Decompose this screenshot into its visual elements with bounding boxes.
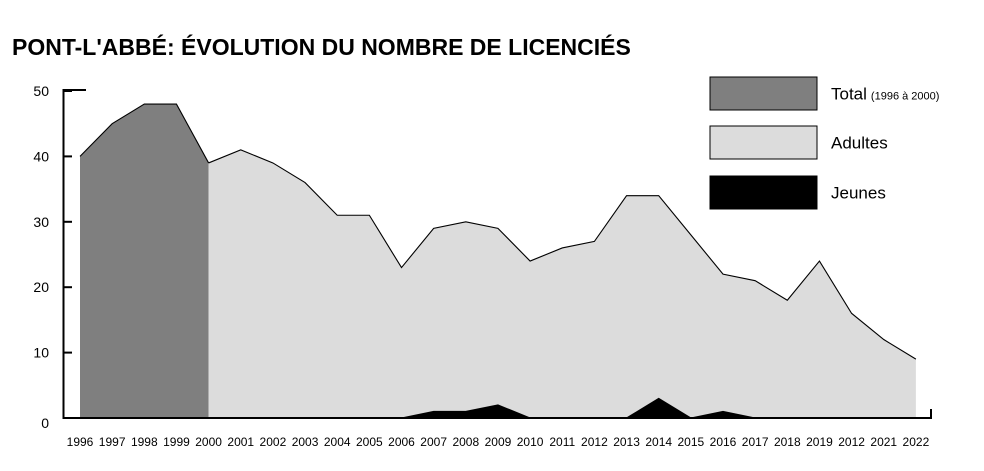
y-tick-label: 10: [33, 345, 49, 361]
x-axis-ticks: 1996 1997 1998 1999 2000 2001 2002 2003 2004 2005…: [67, 435, 930, 449]
legend-swatch-jeunes: [709, 175, 818, 210]
x-tick-label: 2015: [677, 435, 704, 449]
x-tick-label: 2021: [870, 435, 897, 449]
y-tick-label: 0: [41, 415, 49, 431]
x-tick-label: 2012: [838, 435, 865, 449]
x-tick-label: 1997: [99, 435, 126, 449]
x-tick-label: 2017: [742, 435, 769, 449]
legend-note-total: (1996 à 2000): [871, 91, 940, 103]
legend-swatch-adultes: [709, 125, 818, 160]
y-axis-ticks: 0 10 20 30 40 50: [33, 83, 72, 431]
x-tick-label: 2016: [710, 435, 737, 449]
x-tick-label: 2002: [260, 435, 287, 449]
x-tick-label: 2004: [324, 435, 351, 449]
line-adultes: [208, 149, 917, 360]
legend-label-adultes: Adultes: [831, 134, 888, 153]
x-tick-label: 2012: [581, 435, 608, 449]
x-tick-label: 2013: [613, 435, 640, 449]
legend: Total (1996 à 2000) Adultes Jeunes: [709, 76, 939, 210]
y-tick-label: 20: [33, 279, 49, 295]
x-tick-label: 2003: [292, 435, 319, 449]
x-tick-label: 2006: [388, 435, 415, 449]
y-tick-label: 40: [33, 148, 49, 164]
x-tick-label: 2007: [420, 435, 447, 449]
x-tick-label: 1996: [67, 435, 94, 449]
legend-swatch-total: [709, 76, 818, 111]
x-tick-label: 2009: [485, 435, 512, 449]
x-tick-label: 2000: [195, 435, 222, 449]
x-tick-label: 2001: [227, 435, 254, 449]
area-jeunes: [401, 398, 916, 418]
line-total: [79, 103, 210, 164]
series-areas: [79, 103, 917, 419]
x-tick-label: 2019: [806, 435, 833, 449]
x-tick-label: 2011: [549, 435, 575, 449]
y-tick-label: 50: [33, 83, 49, 99]
chart-title: PONT-L'ABBÉ: ÉVOLUTION DU NOMBRE DE LICE…: [12, 34, 631, 60]
legend-label-jeunes: Jeunes: [831, 184, 886, 203]
x-tick-label: 2010: [517, 435, 544, 449]
x-tick-label: 2022: [903, 435, 930, 449]
y-tick-label: 30: [33, 214, 49, 230]
x-tick-label: 2014: [645, 435, 672, 449]
x-tick-label: 2005: [356, 435, 383, 449]
area-total: [80, 104, 209, 418]
legend-label-total: Total (1996 à 2000): [831, 85, 939, 104]
x-tick-label: 2018: [774, 435, 801, 449]
x-tick-label: 2008: [452, 435, 479, 449]
x-tick-label: 1998: [131, 435, 158, 449]
x-tick-label: 1999: [163, 435, 190, 449]
area-adultes: [208, 149, 916, 419]
